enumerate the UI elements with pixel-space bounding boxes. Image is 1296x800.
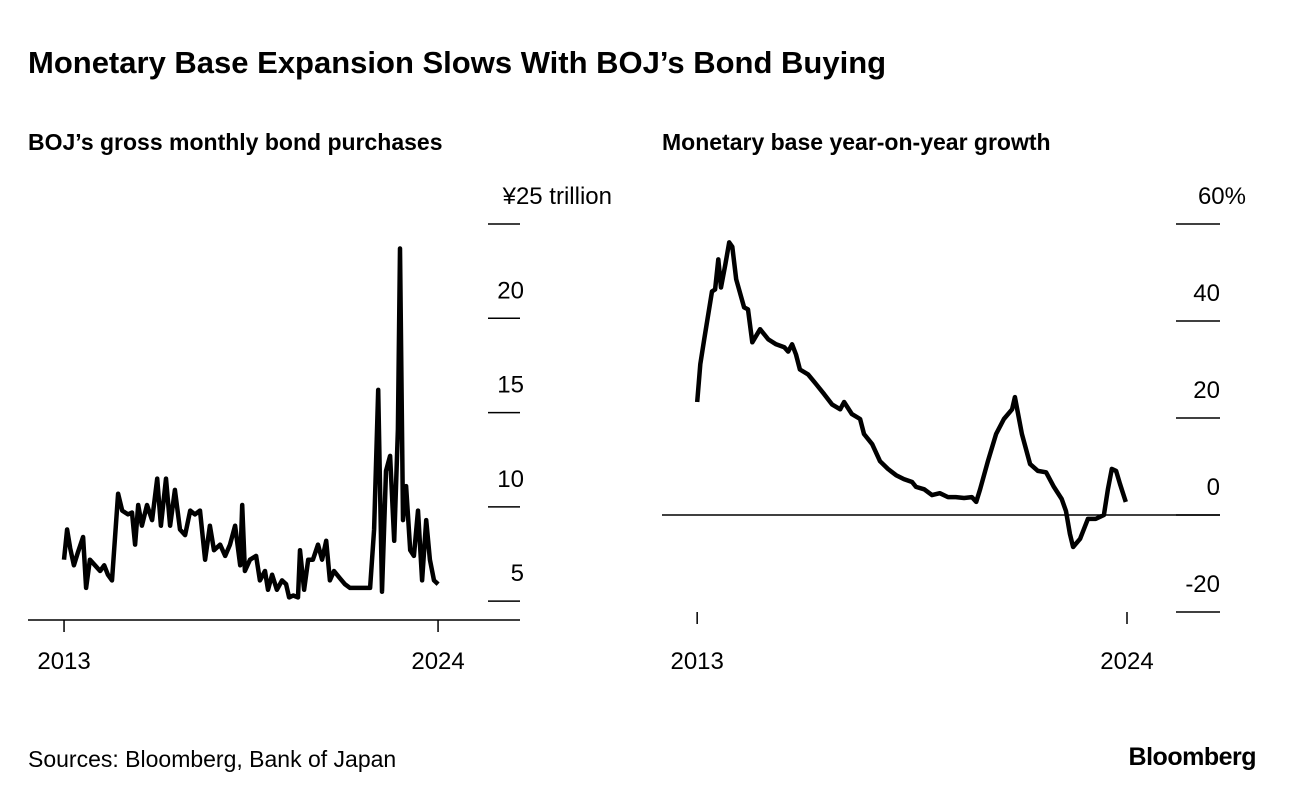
y-tick-label: 20 — [1193, 377, 1220, 404]
y-tick-label: 0 — [1207, 474, 1220, 501]
y-tick-label: 5 — [511, 560, 524, 587]
line — [694, 240, 1128, 550]
x-tick-label: 2024 — [1100, 648, 1153, 675]
y-tick-label: 60% — [1198, 183, 1246, 210]
page-title: Monetary Base Expansion Slows With BOJ’s… — [28, 45, 886, 80]
y-tick-label: 15 — [497, 372, 524, 399]
chart-title: BOJ’s gross monthly bond purchases — [28, 129, 443, 155]
source: Sources: Bloomberg, Bank of Japan — [28, 746, 396, 772]
line — [61, 246, 440, 600]
logo: Bloomberg — [1129, 743, 1256, 771]
y-tick-label: 10 — [497, 466, 524, 493]
x-tick-label: 2013 — [670, 648, 723, 675]
y-tick-label: 20 — [497, 277, 524, 304]
x-tick-label: 2013 — [37, 648, 90, 675]
chart-title: Monetary base year-on-year growth — [662, 129, 1051, 155]
y-tick-label: -20 — [1185, 571, 1220, 598]
y-tick-label: 40 — [1193, 280, 1220, 307]
y-tick-label: ¥25 trillion — [502, 183, 612, 210]
x-tick-label: 2024 — [411, 648, 464, 675]
